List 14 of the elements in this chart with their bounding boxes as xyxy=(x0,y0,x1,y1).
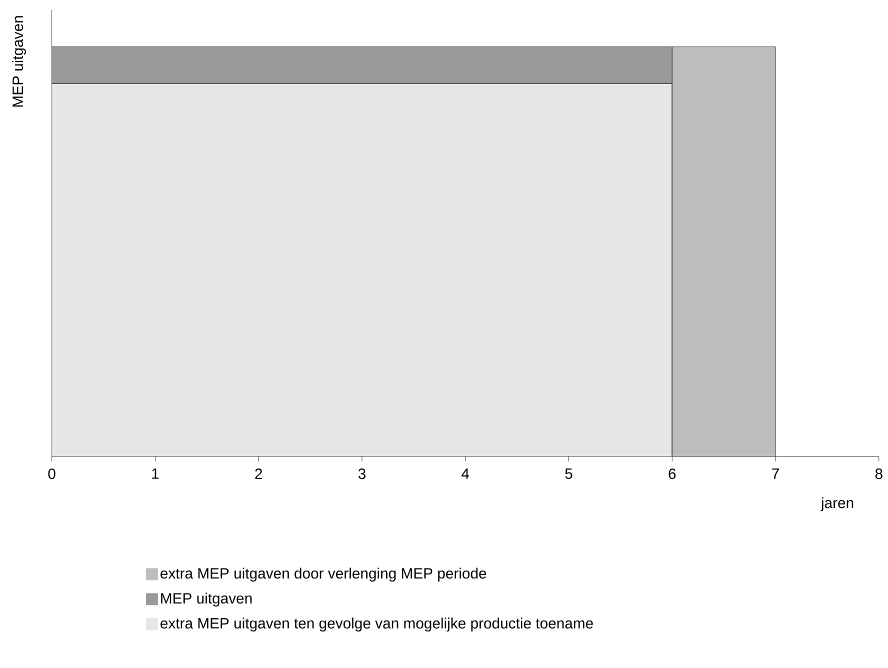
legend-label: extra MEP uitgaven ten gevolge van mogelijke productie toename xyxy=(160,618,593,632)
x-tick-label: 5 xyxy=(565,468,572,480)
x-tick-label: 4 xyxy=(462,468,470,479)
x-tick-label: 3 xyxy=(358,468,366,480)
x-tick-label: 6 xyxy=(668,468,676,480)
x-tick-label: 1 xyxy=(152,468,159,479)
legend-label: MEP uitgaven xyxy=(161,592,252,607)
x-tick-label: 7 xyxy=(772,468,779,479)
x-tick-label: 8 xyxy=(875,468,882,480)
x-tick-label: 0 xyxy=(48,468,56,480)
y-axis-title: MEP uitgaven xyxy=(12,16,26,107)
x-tick-label: 2 xyxy=(255,468,262,480)
x-axis-title: jaren xyxy=(820,497,854,512)
legend-label: extra MEP uitgaven door verlenging MEP periode xyxy=(160,568,486,582)
